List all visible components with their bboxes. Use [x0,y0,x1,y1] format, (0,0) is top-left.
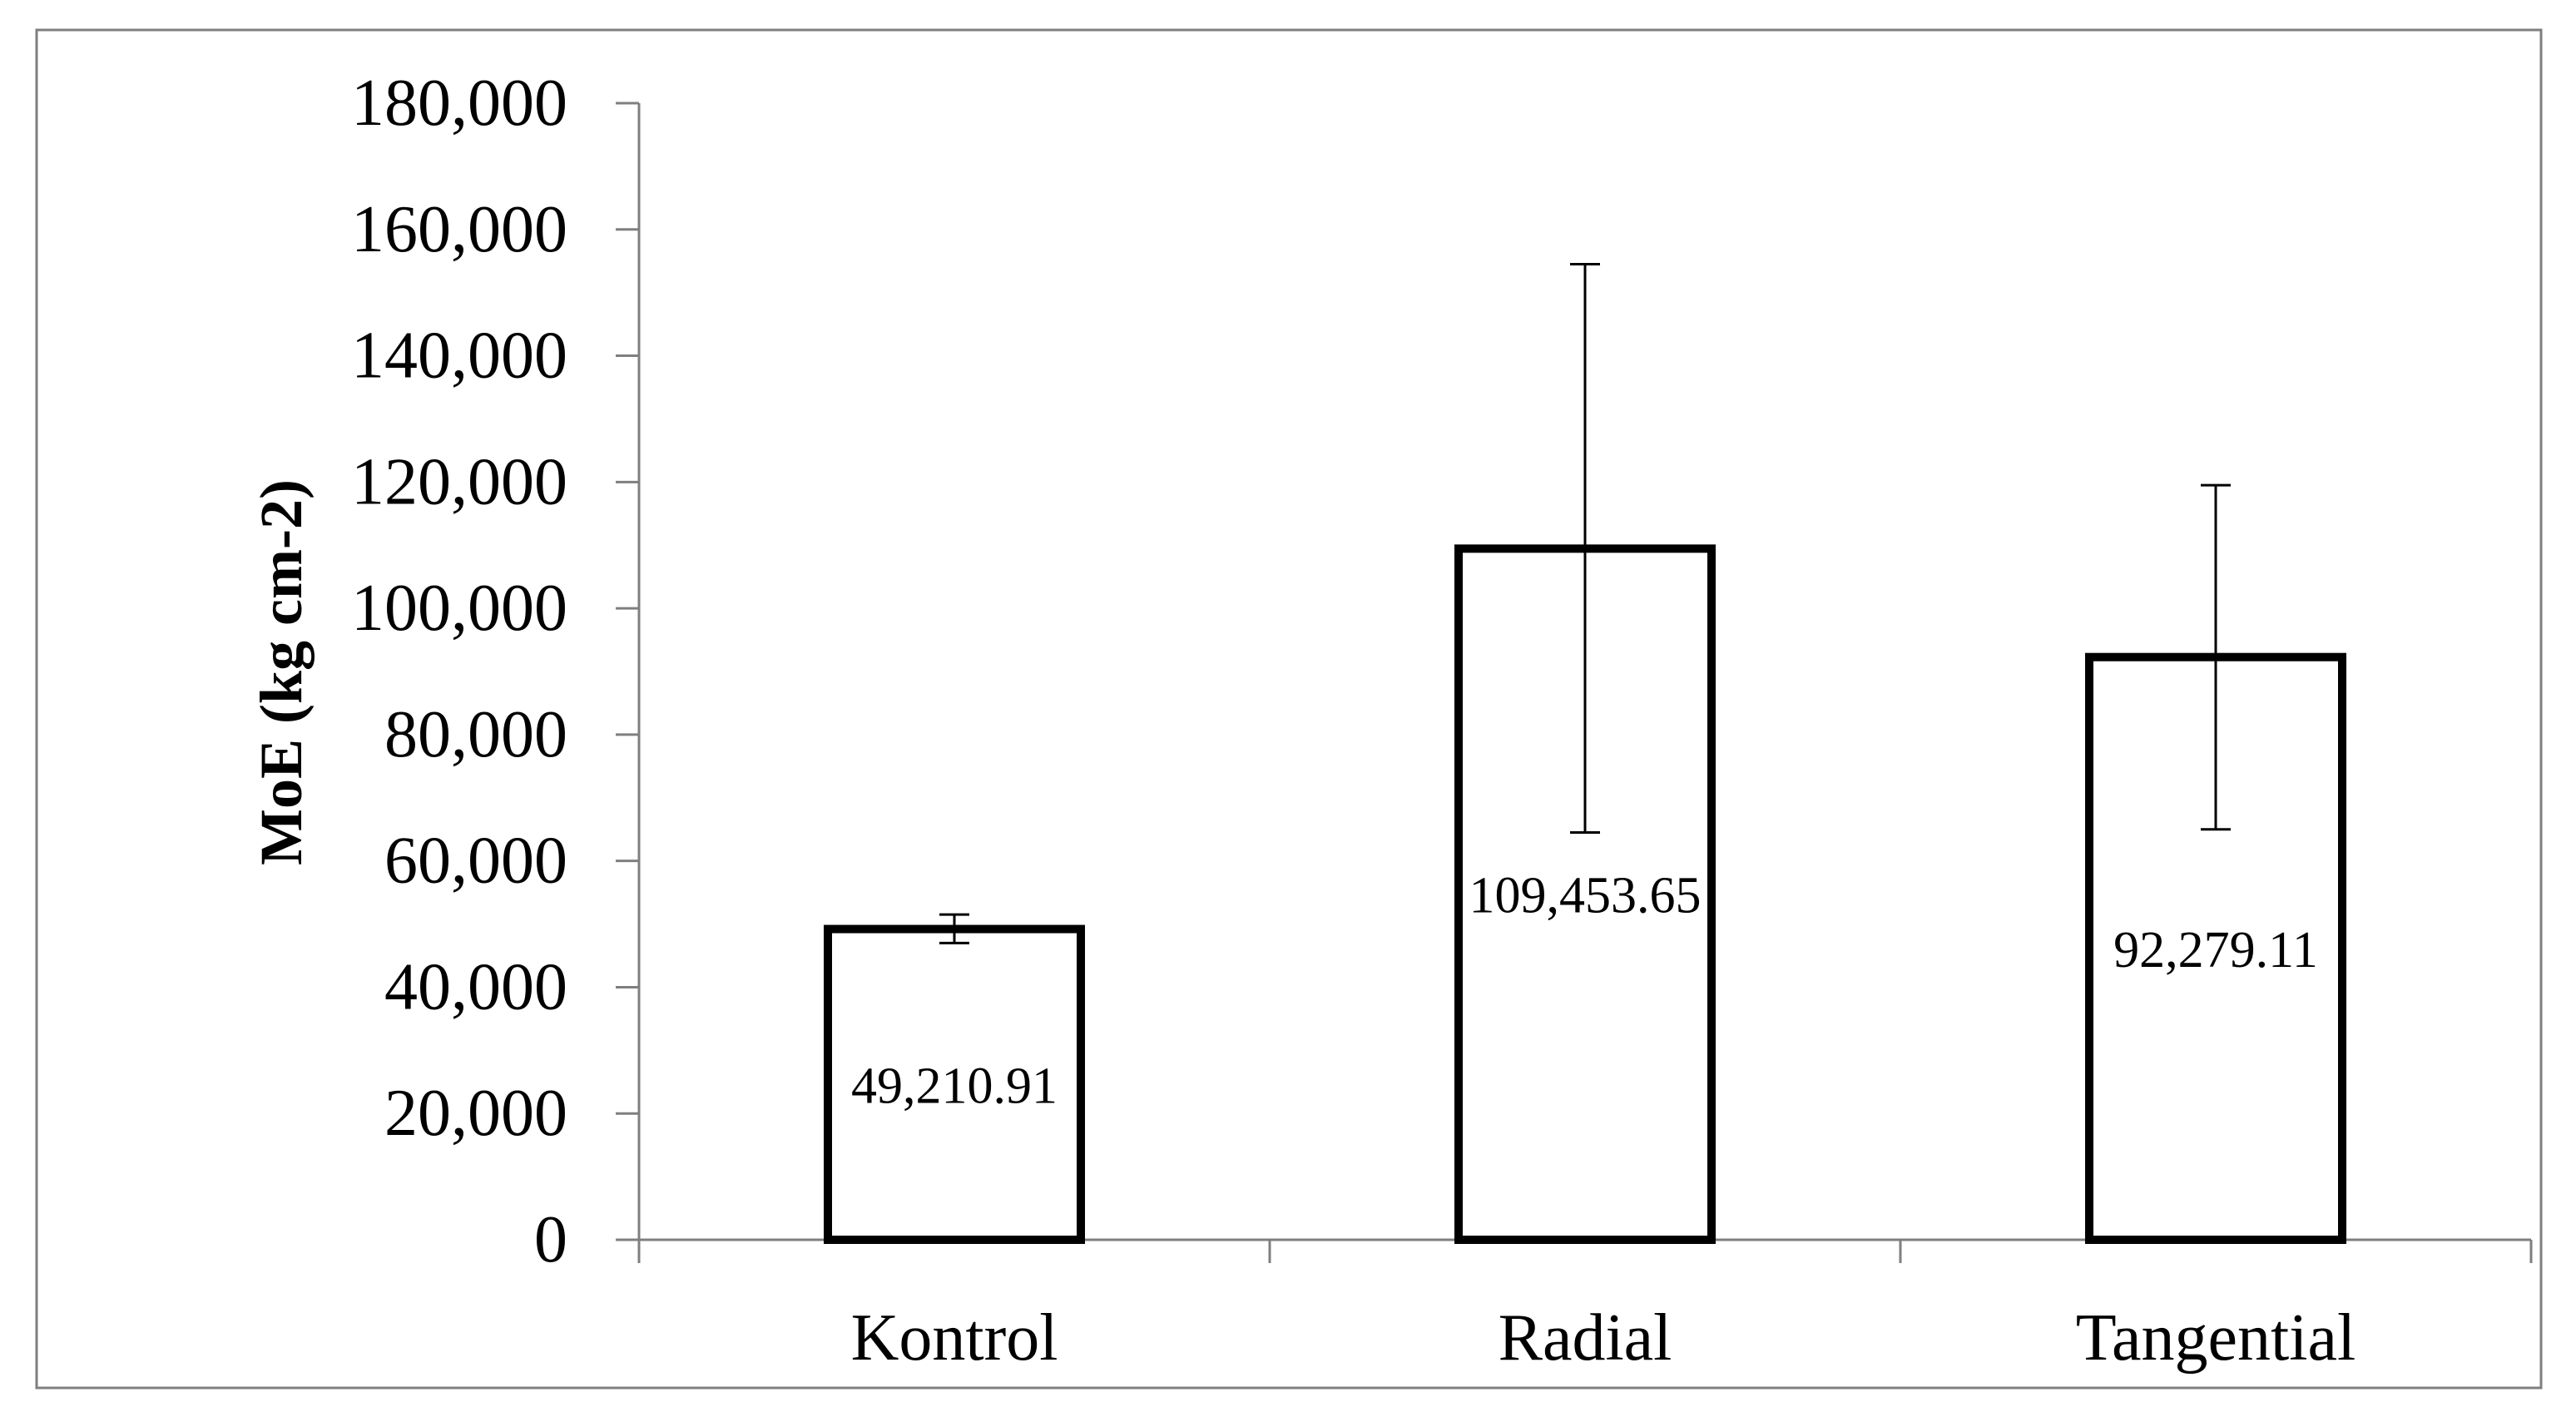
data-label: 49,210.91 [851,1058,1058,1114]
y-tick-label: 180,000 [351,67,567,140]
x-tick-label: Kontrol [851,1301,1058,1375]
x-tick-label: Radial [1499,1301,1672,1375]
y-tick-label: 60,000 [384,825,567,898]
labels: 0 20,000 40,000 60,000 80,000 100,000 120,000 1… [351,67,2356,1375]
y-tick-label: 160,000 [351,193,567,266]
y-tick-label: 100,000 [351,572,567,645]
y-tick-label: 140,000 [351,320,567,393]
data-label: 92,279.11 [2113,922,2318,979]
y-tick-label: 80,000 [384,698,567,771]
y-axis-label: MoE (kg cm-2) [248,479,315,865]
data-label: 109,453.65 [1469,868,1702,924]
y-tick-label: 120,000 [351,445,567,518]
y-tick-label: 0 [534,1203,567,1276]
y-tick-label: 40,000 [384,950,567,1023]
y-tick-label: 20,000 [384,1077,567,1150]
x-tick-label: Tangential [2076,1301,2356,1375]
bars [824,263,2346,1244]
